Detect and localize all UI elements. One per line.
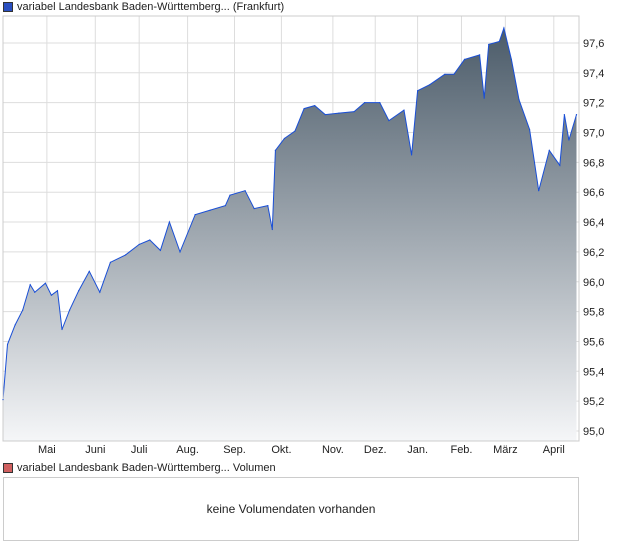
x-tick-label: April bbox=[543, 444, 565, 456]
data-point bbox=[510, 58, 513, 60]
x-tick-label: Juli bbox=[131, 444, 148, 456]
price-area bbox=[3, 28, 577, 441]
data-point bbox=[6, 343, 9, 346]
price-legend-label: variabel Landesbank Baden-Württemberg...… bbox=[17, 1, 285, 13]
y-tick-label: 96,2 bbox=[583, 247, 604, 259]
data-point bbox=[109, 261, 112, 263]
data-point bbox=[244, 190, 246, 192]
data-point bbox=[224, 205, 227, 207]
data-point bbox=[138, 243, 140, 246]
data-point bbox=[403, 109, 405, 111]
x-tick-label: Dez. bbox=[364, 444, 387, 456]
y-tick-label: 97,4 bbox=[583, 68, 604, 80]
data-point bbox=[274, 149, 276, 152]
data-point bbox=[159, 249, 161, 252]
volume-empty-message: keine Volumendaten vorhanden bbox=[206, 502, 376, 516]
price-chart: 95,0 95,2 95,4 95,6 95,8 96,0 96,2 96,4 96,6 96,8… bbox=[2, 15, 604, 456]
data-point bbox=[44, 282, 46, 284]
data-point bbox=[253, 208, 255, 210]
data-point bbox=[379, 102, 381, 104]
volume-swatch-icon bbox=[3, 463, 13, 473]
data-point bbox=[294, 130, 296, 132]
data-point bbox=[538, 190, 540, 192]
data-point bbox=[314, 105, 316, 107]
data-point bbox=[124, 254, 127, 256]
data-point bbox=[417, 90, 419, 92]
data-point bbox=[498, 40, 500, 43]
y-tick-label: 97,0 bbox=[583, 128, 604, 140]
x-tick-label: Feb. bbox=[450, 444, 472, 456]
data-point bbox=[575, 113, 578, 116]
y-tick-label: 96,6 bbox=[583, 187, 604, 199]
data-point bbox=[283, 137, 286, 140]
data-point bbox=[410, 154, 413, 156]
data-point bbox=[179, 251, 181, 253]
data-point bbox=[229, 194, 231, 196]
data-point bbox=[338, 112, 340, 114]
x-tick-label: Juni bbox=[85, 444, 105, 456]
data-point bbox=[56, 290, 59, 292]
x-tick-label: Nov. bbox=[322, 444, 344, 456]
data-point bbox=[518, 99, 520, 101]
y-tick-label: 96,4 bbox=[583, 217, 604, 229]
data-point bbox=[149, 239, 151, 241]
data-point bbox=[50, 294, 53, 296]
data-point bbox=[324, 113, 326, 116]
data-point bbox=[488, 43, 490, 46]
price-legend: variabel Landesbank Baden-Württemberg...… bbox=[3, 1, 284, 13]
data-point bbox=[528, 128, 531, 131]
data-point bbox=[78, 290, 80, 292]
x-tick-label: Mai bbox=[38, 444, 56, 456]
y-tick-label: 97,6 bbox=[583, 38, 604, 50]
x-tick-label: Sep. bbox=[223, 444, 246, 456]
data-point bbox=[444, 73, 446, 75]
data-point bbox=[479, 54, 481, 56]
y-tick-label: 96,8 bbox=[583, 157, 604, 169]
y-tick-label: 95,0 bbox=[583, 426, 604, 438]
x-tick-label: Jan. bbox=[407, 444, 428, 456]
y-tick-label: 95,2 bbox=[583, 396, 604, 408]
price-swatch-icon bbox=[3, 2, 13, 12]
data-point bbox=[168, 221, 171, 223]
data-point bbox=[99, 291, 101, 293]
y-tick-label: 95,8 bbox=[583, 307, 604, 319]
data-point bbox=[548, 149, 550, 152]
y-tick-label: 96,0 bbox=[583, 277, 604, 289]
y-tick-label: 95,4 bbox=[583, 366, 604, 378]
data-point bbox=[483, 97, 485, 99]
volume-legend-label: variabel Landesbank Baden-Württemberg...… bbox=[17, 462, 276, 474]
data-point bbox=[2, 399, 4, 401]
data-point bbox=[353, 111, 355, 113]
data-point bbox=[364, 102, 366, 104]
data-point bbox=[568, 139, 570, 141]
y-tick-label: 97,2 bbox=[583, 98, 604, 110]
data-point bbox=[14, 324, 16, 326]
data-point bbox=[88, 270, 90, 272]
data-point bbox=[429, 84, 431, 86]
data-point bbox=[61, 328, 63, 331]
data-point bbox=[303, 108, 305, 110]
data-point bbox=[267, 205, 269, 207]
data-point bbox=[563, 113, 565, 116]
data-point bbox=[559, 164, 561, 166]
data-point bbox=[388, 119, 390, 122]
x-tick-label: Okt. bbox=[271, 444, 291, 456]
data-point bbox=[34, 291, 36, 293]
data-point bbox=[29, 284, 31, 286]
volume-panel: keine Volumendaten vorhanden bbox=[3, 477, 579, 541]
data-point bbox=[453, 73, 455, 75]
data-point bbox=[503, 27, 505, 29]
y-tick-label: 95,6 bbox=[583, 336, 604, 348]
data-point bbox=[209, 209, 211, 211]
data-point bbox=[22, 309, 24, 311]
data-point bbox=[68, 309, 71, 311]
plot-frame bbox=[2, 15, 580, 442]
x-tick-label: März bbox=[493, 444, 517, 456]
volume-legend: variabel Landesbank Baden-Württemberg...… bbox=[3, 462, 276, 474]
data-point bbox=[463, 58, 466, 60]
x-tick-label: Aug. bbox=[176, 444, 199, 456]
data-point bbox=[194, 213, 196, 216]
data-point bbox=[271, 228, 273, 231]
